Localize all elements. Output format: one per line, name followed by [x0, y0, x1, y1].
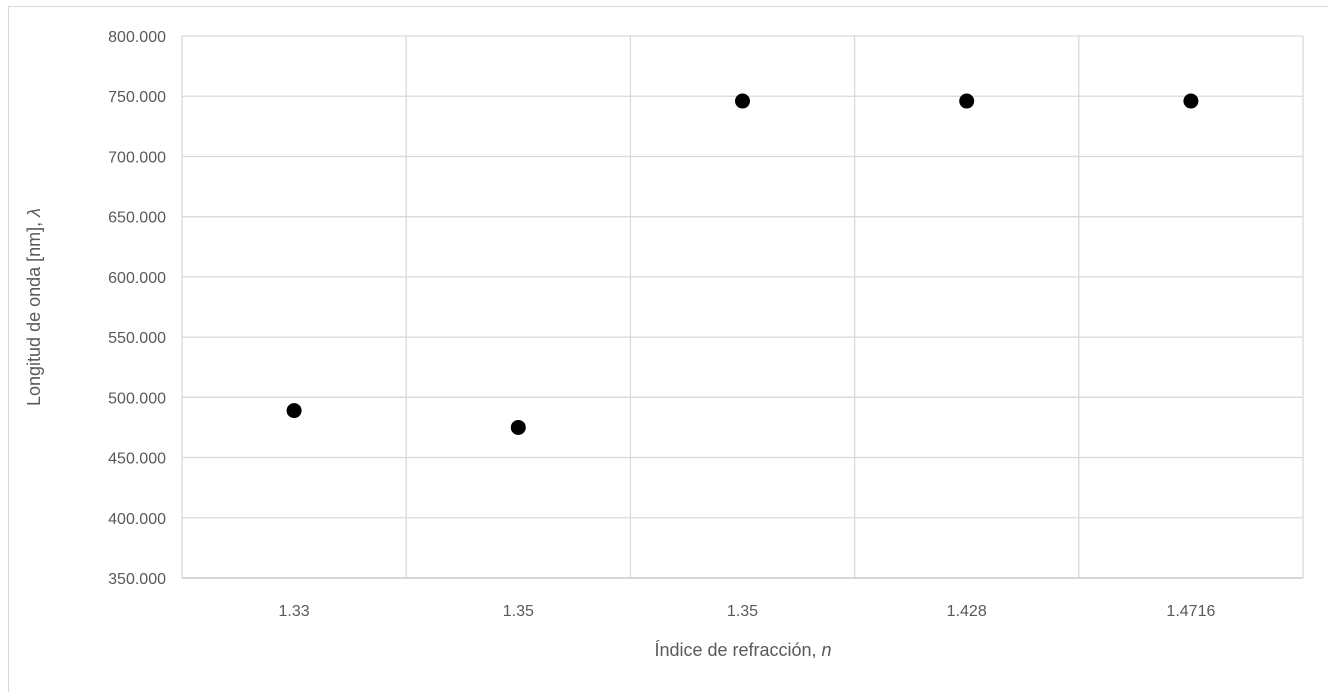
y-tick-label: 500.000: [108, 390, 166, 407]
y-tick-label: 450.000: [108, 451, 166, 468]
y-tick-label: 750.000: [108, 89, 166, 106]
data-point: [959, 93, 975, 109]
data-point: [735, 93, 750, 109]
x-tick-label: 1.4716: [1166, 603, 1215, 620]
data-point: [286, 403, 302, 419]
chart-frame: [8, 6, 1328, 692]
y-tick-label: 600.000: [108, 270, 166, 287]
data-point: [1183, 93, 1199, 109]
x-tick-label: 1.33: [279, 603, 310, 620]
x-tick-label: 1.428: [947, 603, 987, 620]
y-tick-label: 700.000: [108, 149, 166, 166]
y-tick-label: 650.000: [108, 210, 166, 227]
data-point: [510, 419, 526, 435]
y-axis-title: Longitud de onda [nm], λ: [24, 208, 44, 406]
y-tick-label: 800.000: [108, 29, 166, 46]
x-tick-label: 1.35: [503, 603, 534, 620]
y-tick-labels: 350.000 400.000 450.000 500.000 550.000 600.0…: [108, 29, 166, 588]
y-tick-label: 400.000: [108, 511, 166, 528]
y-tick-label: 350.000: [108, 571, 166, 588]
x-tick-label: 1.35: [727, 603, 758, 620]
x-tick-labels: 1.33 1.35 1.35 1.428 1.4716: [279, 603, 1216, 620]
gridlines: [181, 35, 1304, 578]
data-points: [286, 93, 1199, 435]
x-axis-title: Índice de refracción, n: [654, 640, 831, 660]
y-tick-label: 550.000: [108, 330, 166, 347]
